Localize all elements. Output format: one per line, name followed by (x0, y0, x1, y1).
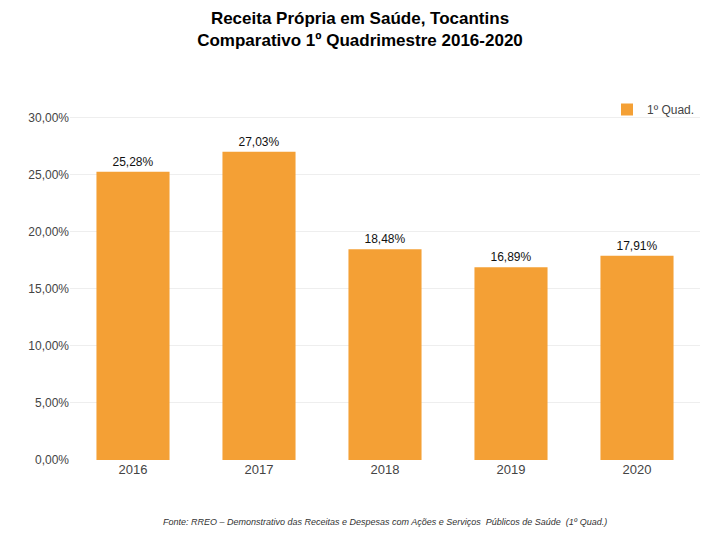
svg-text:27,03%: 27,03% (238, 135, 279, 149)
svg-text:18,48%: 18,48% (364, 232, 405, 246)
svg-text:17,91%: 17,91% (616, 239, 657, 253)
svg-text:15,00%: 15,00% (28, 282, 69, 296)
svg-text:30,00%: 30,00% (28, 111, 69, 125)
svg-text:2017: 2017 (245, 462, 274, 477)
svg-text:2020: 2020 (623, 462, 652, 477)
svg-text:16,89%: 16,89% (490, 250, 531, 264)
svg-text:20,00%: 20,00% (28, 225, 69, 239)
svg-text:1º Quad.: 1º Quad. (647, 103, 694, 117)
svg-text:25,28%: 25,28% (112, 155, 153, 169)
svg-text:2016: 2016 (119, 462, 148, 477)
svg-text:0,00%: 0,00% (35, 453, 69, 467)
svg-text:10,00%: 10,00% (28, 339, 69, 353)
svg-text:Receita Própria em Saúde, Toca: Receita Própria em Saúde, TocantinsCompa… (197, 9, 523, 50)
svg-text:25,00%: 25,00% (28, 168, 69, 182)
svg-text:2019: 2019 (497, 462, 526, 477)
svg-text:Fonte: RREO – Demonstrativo da: Fonte: RREO – Demonstrativo das Receitas… (163, 517, 607, 527)
svg-text:2018: 2018 (371, 462, 400, 477)
svg-text:5,00%: 5,00% (35, 396, 69, 410)
